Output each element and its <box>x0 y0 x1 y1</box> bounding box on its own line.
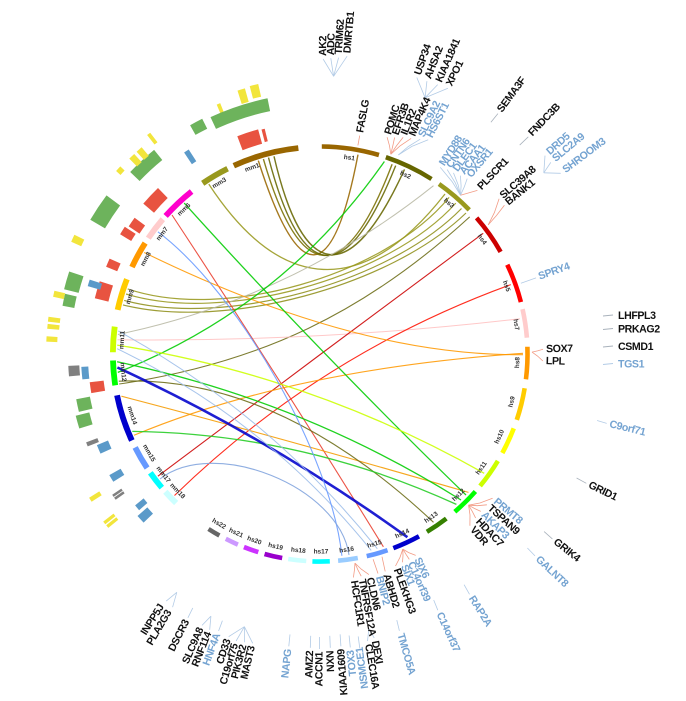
svg-text:mm12: mm12 <box>118 362 127 382</box>
svg-text:hs15: hs15 <box>367 539 384 550</box>
svg-text:hs18: hs18 <box>291 547 307 556</box>
svg-text:AMZ2: AMZ2 <box>303 650 316 678</box>
svg-text:mm1: mm1 <box>244 162 261 174</box>
svg-text:NAPG: NAPG <box>279 649 294 679</box>
svg-text:hs1: hs1 <box>343 154 355 163</box>
svg-text:hs19: hs19 <box>267 542 283 552</box>
svg-text:NSMCE1: NSMCE1 <box>354 646 372 689</box>
svg-text:TOX3: TOX3 <box>345 649 360 676</box>
svg-text:SOX7: SOX7 <box>546 343 573 356</box>
svg-text:TGS1: TGS1 <box>618 359 645 371</box>
svg-text:NXN: NXN <box>324 651 337 673</box>
svg-text:hs20: hs20 <box>246 535 263 547</box>
svg-text:hs9: hs9 <box>507 395 517 408</box>
svg-text:AK2: AK2 <box>317 35 329 56</box>
svg-text:hs5: hs5 <box>501 280 512 293</box>
svg-text:hs2: hs2 <box>399 170 412 181</box>
svg-text:mm11: mm11 <box>118 330 126 349</box>
svg-text:LPL: LPL <box>546 355 566 368</box>
svg-text:hs7: hs7 <box>512 319 521 331</box>
svg-text:DEXI: DEXI <box>369 640 385 665</box>
svg-text:TRIM62: TRIM62 <box>333 19 347 55</box>
svg-text:hs8: hs8 <box>514 356 521 368</box>
svg-text:FASLG: FASLG <box>354 99 372 134</box>
svg-text:hs17: hs17 <box>314 548 329 555</box>
svg-text:hs16: hs16 <box>339 546 355 555</box>
svg-text:PRKAG2: PRKAG2 <box>618 324 660 336</box>
svg-text:ADC: ADC <box>325 32 338 55</box>
svg-text:mm9: mm9 <box>125 288 136 305</box>
svg-text:DMRTB1: DMRTB1 <box>341 11 357 54</box>
svg-text:CSMD1: CSMD1 <box>618 341 654 353</box>
svg-text:KIAA1609: KIAA1609 <box>335 648 350 696</box>
svg-text:ACCN1: ACCN1 <box>313 651 325 686</box>
svg-text:LHFPL3: LHFPL3 <box>618 310 656 322</box>
